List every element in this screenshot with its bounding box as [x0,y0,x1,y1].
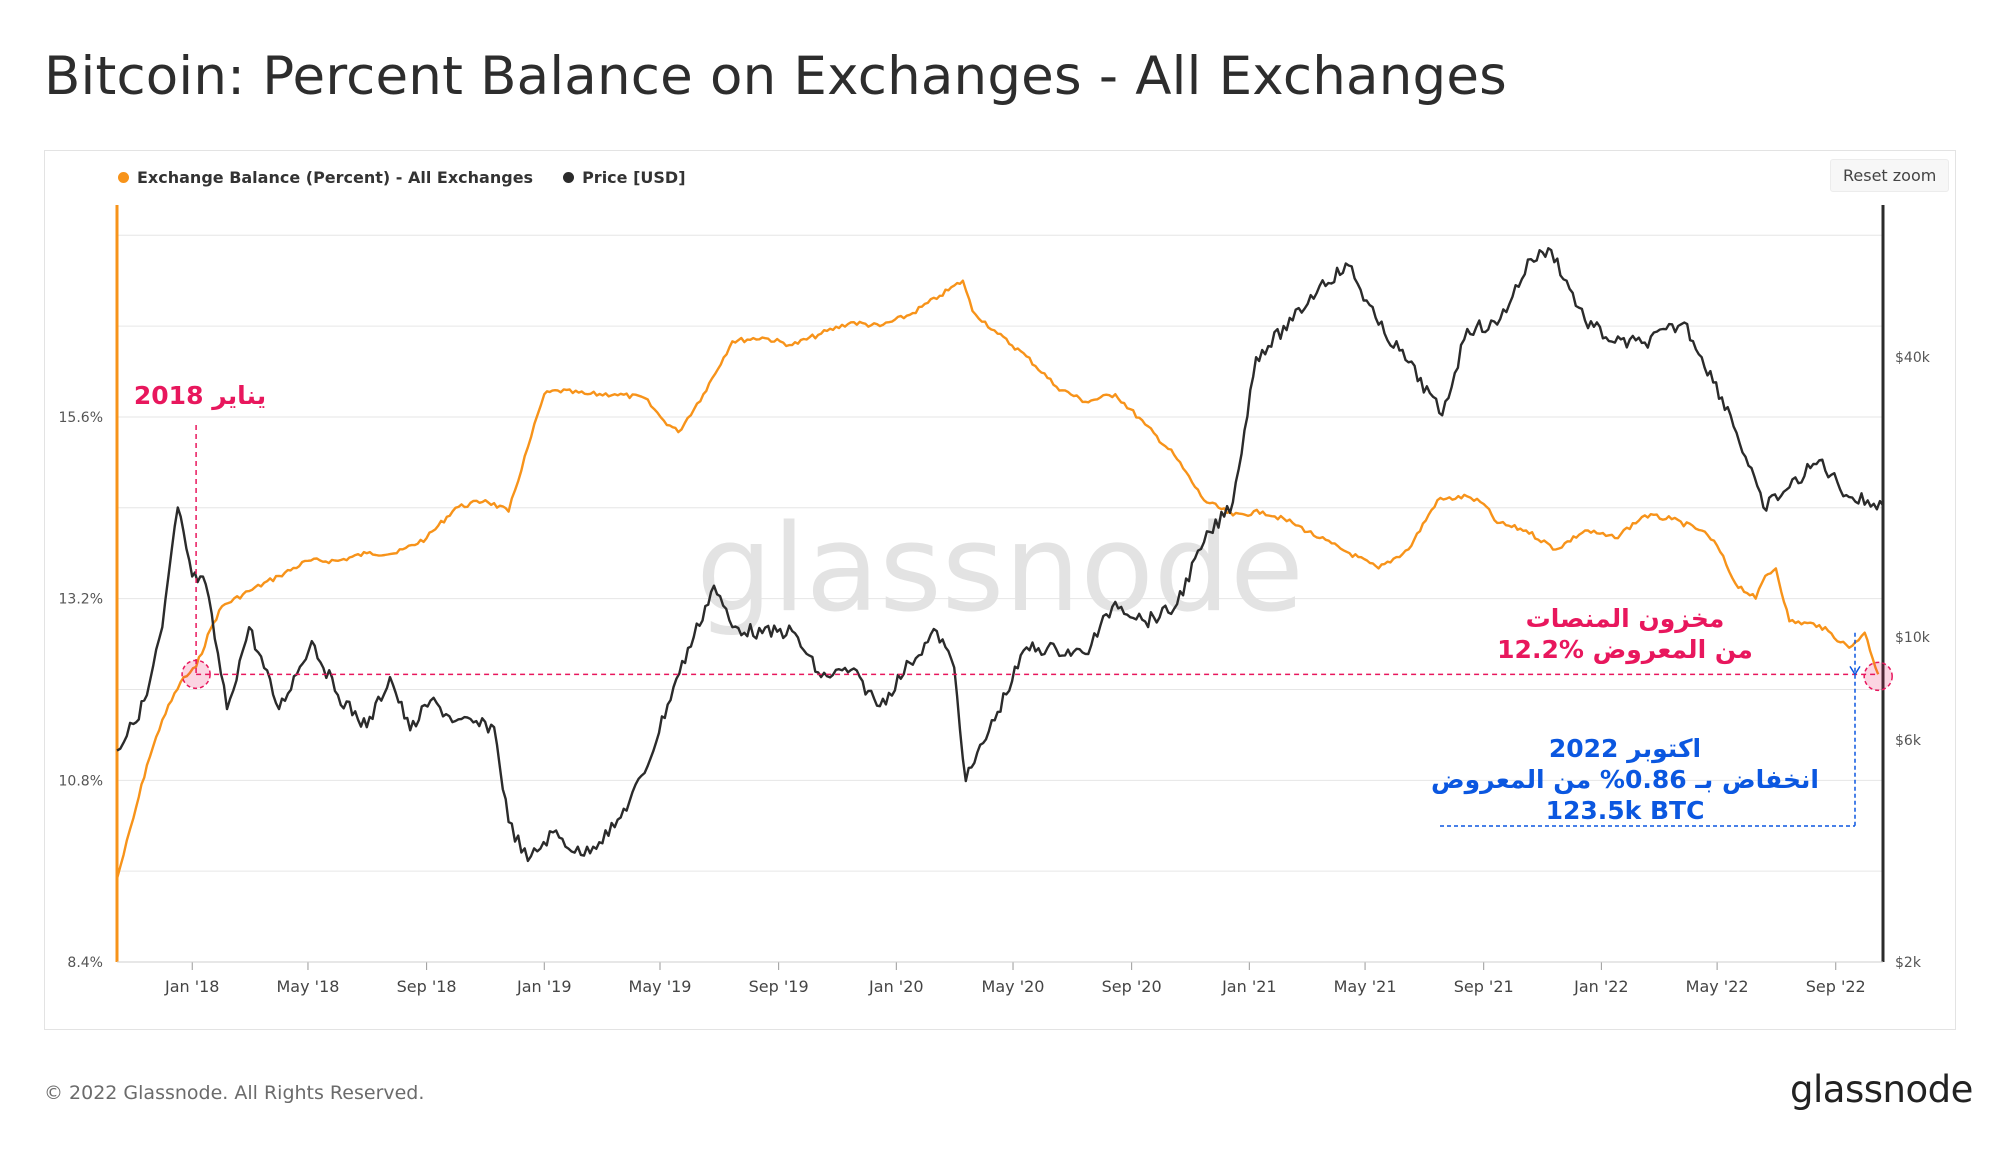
axes: 8.4% 10.8% 13.2% 15.6% $2k $6k $10k $40k Jan '18… [59,205,1931,996]
x-tick-label: Jan '18 [164,977,220,996]
legend-dot-price [563,172,575,183]
series-lines [115,247,1884,880]
y-left-tick-label: 8.4% [67,955,103,971]
legend-item-balance[interactable]: Exchange Balance (Percent) - All Exchang… [118,168,533,187]
copyright: © 2022 Glassnode. All Rights Reserved. [44,1082,425,1104]
legend-item-price[interactable]: Price [USD] [563,168,686,187]
x-tick-label: Sep '19 [749,977,809,996]
legend-label-balance: Exchange Balance (Percent) - All Exchang… [137,168,534,187]
page-title: Bitcoin: Percent Balance on Exchanges - … [44,46,1507,107]
x-tick-label: May '22 [1686,977,1749,996]
oct2022-label-line1: اكتوبر 2022 [1549,734,1701,764]
x-tick-label: May '20 [982,977,1045,996]
x-tick-label: Sep '22 [1806,977,1866,996]
series-line-price [116,247,1884,863]
y-left-tick-label: 13.2% [59,592,103,608]
drop-arrow [1849,665,1861,676]
x-tick-label: Jan '21 [1221,977,1277,996]
x-tick-label: Sep '18 [397,977,457,996]
series-line-balance [115,279,1880,880]
watermark: glassnode [696,500,1304,639]
oct2022-label-line2: انخفاض بـ 0.86% من المعروض [1431,765,1819,795]
x-tick-label: Jan '19 [516,977,572,996]
reset-zoom-button[interactable]: Reset zoom [1830,159,1950,192]
x-tick-label: Sep '20 [1102,977,1162,996]
reserve-label-line2: 12.2% من المعروض [1497,635,1753,665]
x-tick-label: May '18 [277,977,340,996]
jan2018-label: يناير 2018 [134,381,266,411]
y-left-tick-label: 10.8% [59,773,103,789]
x-tick-label: Jan '20 [868,977,924,996]
x-tick-label: Sep '21 [1454,977,1514,996]
oct2022-marker [1863,661,1893,692]
oct2022-label-line3: 123.5k BTC [1546,796,1705,825]
y-left-tick-label: 15.6% [59,410,103,426]
logo: glassnode [1790,1068,1973,1111]
reserve-label-line1: مخزون المنصات [1526,604,1725,634]
x-tick-label: May '21 [1334,977,1397,996]
legend-dot-balance [118,172,129,183]
chart-panel [44,150,1956,1030]
x-tick-label: May '19 [629,977,692,996]
legend-label-price: Price [USD] [582,168,686,187]
y-right-tick-label: $10k [1895,630,1931,646]
x-tick-label: Jan '22 [1573,977,1629,996]
y-right-tick-label: $6k [1895,733,1922,749]
y-right-tick-label: $2k [1895,955,1922,971]
jan2018-marker [181,659,211,690]
legend: Exchange Balance (Percent) - All Exchang… [118,168,686,187]
y-right-tick-label: $40k [1895,350,1931,366]
